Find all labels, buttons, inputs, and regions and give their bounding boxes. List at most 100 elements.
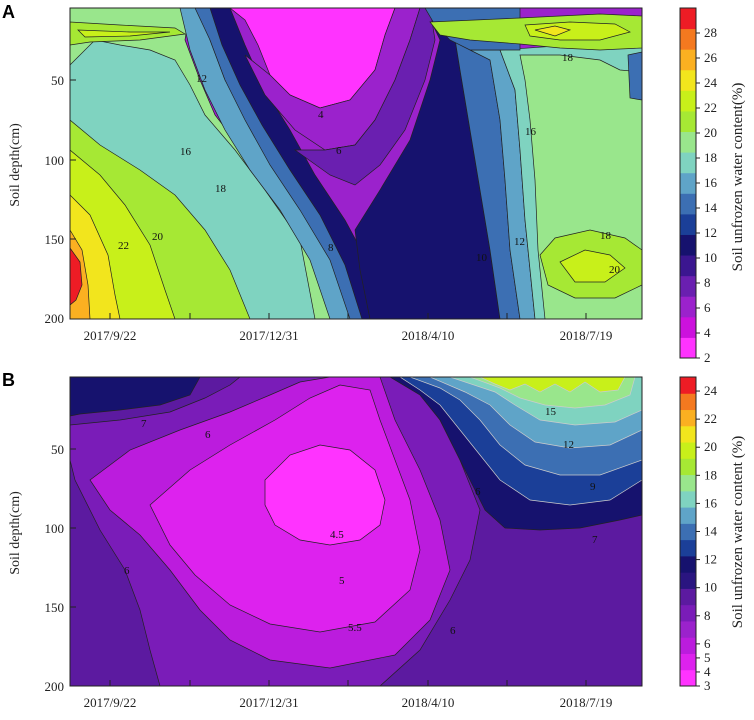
panel-a-colorbar-swatch [680,255,696,277]
panel-b-colorbar-swatch [680,555,696,573]
panel-b-y-axis: 50 100 150 200 Soil depth(cm) [8,442,76,694]
panel-a-colorbar-swatch [680,213,696,235]
panel-b-contour-label: 15 [545,406,557,418]
panel-a-colorbar-tick-label: 10 [704,250,717,265]
panel-b-contour-label: 7 [141,418,147,430]
panel-a-letter: A [2,2,15,22]
panel-a-colorbar-tick-label: 4 [704,325,711,340]
panel-b-plot [70,377,642,686]
panel-b-colorbar-swatch [680,458,696,476]
panel-a-y-axis: 50 100 150 200 Soil depth(cm) [8,73,76,326]
panel-b-y-tick-label: 100 [45,521,65,536]
panel-b-y-tick-label: 200 [45,679,65,694]
panel-a-colorbar-swatch [680,90,696,112]
panel-b-colorbar-tick-label: 20 [704,439,717,454]
panel-b-contour-label: 7 [592,534,598,546]
panel-a-colorbar-title: Soil unfrozen water content(%) [730,83,746,272]
panel-b-x-axis: 2017/9/22 2017/12/31 2018/4/10 2018/7/19 [84,680,613,710]
panel-a-colorbar-tick-label: 26 [704,50,718,65]
panel-b-colorbar-tick-label: 4 [704,664,711,679]
panel-a-colorbar-tick-label: 16 [704,175,718,190]
panel-b-x-tick-label: 2018/4/10 [402,695,455,710]
panel-a-core-purple [244,8,421,151]
panel-b-region-right-lime [479,377,626,393]
panel-a-contour-label: 8 [328,242,334,254]
panel-b-colorbar-swatch [680,425,696,443]
panel-b-colorbar-tick-label: 16 [704,495,718,510]
panel-a-colorbar-tick-label: 22 [704,100,717,115]
panel-a-colorbar-swatch [680,110,696,133]
panel-a-colorbar-tick-label: 20 [704,125,717,140]
panel-b-contour-label: 6 [450,625,456,637]
panel-a-colorbar-swatch [680,337,696,359]
panel-a-colorbar-swatch [680,296,696,318]
panel-b-colorbar-swatch [680,539,696,557]
panel-a-y-tick-label: 200 [45,311,65,326]
panel-a-colorbar-swatch [680,8,696,30]
panel-a-colorbar-tick-label: 8 [704,275,711,290]
panel-a-colorbar-swatch [680,193,696,215]
panel-a-contour-label: 16 [525,126,537,138]
panel-a-contour-label: 4 [318,109,324,121]
panel-b-colorbar-swatch [680,393,696,411]
panel-b-contour-label: 4.5 [330,529,344,541]
panel-a-colorbar-swatch [680,49,696,71]
panel-a-region-right-purple [293,8,436,186]
panel-b-colorbar-tick-label: 24 [704,383,718,398]
panel-b-colorbar-swatch [680,377,696,394]
panel-b-contour-label: 12 [563,439,574,451]
panel-b-x-tick-label: 2018/7/19 [560,695,613,710]
panel-b-colorbar-swatch [680,572,696,589]
panel-a-colorbar-swatch [680,275,696,297]
panel-b-colorbar-swatch [680,588,696,606]
panel-a-contour-label: 18 [600,230,612,242]
panel-a-contour-label: 20 [609,264,621,276]
panel-b-colorbar-swatch [680,653,696,671]
panel-a-contour-label: 18 [215,183,227,195]
panel-b-colorbar-swatch [680,474,696,492]
panel-a-top-strip-inner [77,29,171,38]
panel-a-colorbar-swatch [680,316,696,338]
panel-a-colorbar-swatch [680,152,696,174]
panel-b-colorbar-swatch [680,523,696,541]
panel-b-colorbar-tick-label: 3 [704,678,711,693]
panel-b-colorbar-tick-label: 14 [704,524,718,539]
panel-a-frame [69,7,643,320]
panel-b-colorbar-swatch [680,507,696,524]
panel-b-y-tick-label: 50 [51,442,64,457]
panel-b-colorbar-tick-label: 8 [704,608,711,623]
panel-b-colorbar-swatch [680,442,696,459]
panel-b-colorbar-tick-label: 18 [704,467,717,482]
panel-a-y-axis-title: Soil depth(cm) [8,123,23,207]
panel-b-colorbar-tick-label: 22 [704,411,717,426]
panel-b-colorbar-title: Soil unfrozen water content (%) [730,436,746,628]
panel-b-contour-label: 5 [339,575,345,587]
panel-b-contour-labels: 7 6 6 4.5 5 5.5 6 6 7 9 12 15 [124,406,598,637]
panel-a-contour-label: 12 [196,73,207,85]
panel-b-contour-label: 6 [124,565,130,577]
panel-a-colorbar-tick-label: 14 [704,200,718,215]
panel-a-region-right-yellowgreen [559,249,626,283]
panel-b-colorbar-tick-label: 10 [704,580,717,595]
panel-a-contour-label: 18 [562,52,574,64]
panel-b-letter: B [2,370,15,390]
panel-a-plot [70,8,642,319]
panel-a-region-right-top-orange [534,25,572,37]
panel-a-colorbar-tick-label: 6 [704,300,711,315]
panel-a-contour-labels: 12 4 6 8 10 12 16 18 20 22 16 18 18 20 [118,52,621,276]
panel-a-x-tick-label: 2017/9/22 [84,328,137,343]
panel-a-contour-label: 6 [336,145,342,157]
panel-a-colorbar-tick-label: 18 [704,150,717,165]
panel-a-y-tick-label: 100 [45,153,65,168]
panel-a-contour-label: 20 [152,231,164,243]
panel-a-colorbar-swatch [680,28,696,50]
panel-b-frame [69,376,643,687]
panel-b-colorbar-swatch [680,604,696,622]
panel-b-colorbar-swatch [680,669,696,687]
panel-a-colorbar-swatch [680,172,696,194]
panel-b-colorbar-swatch [680,490,696,508]
panel-b-colorbar-swatch [680,620,696,638]
panel-a-colorbar-tick-label: 2 [704,350,711,365]
